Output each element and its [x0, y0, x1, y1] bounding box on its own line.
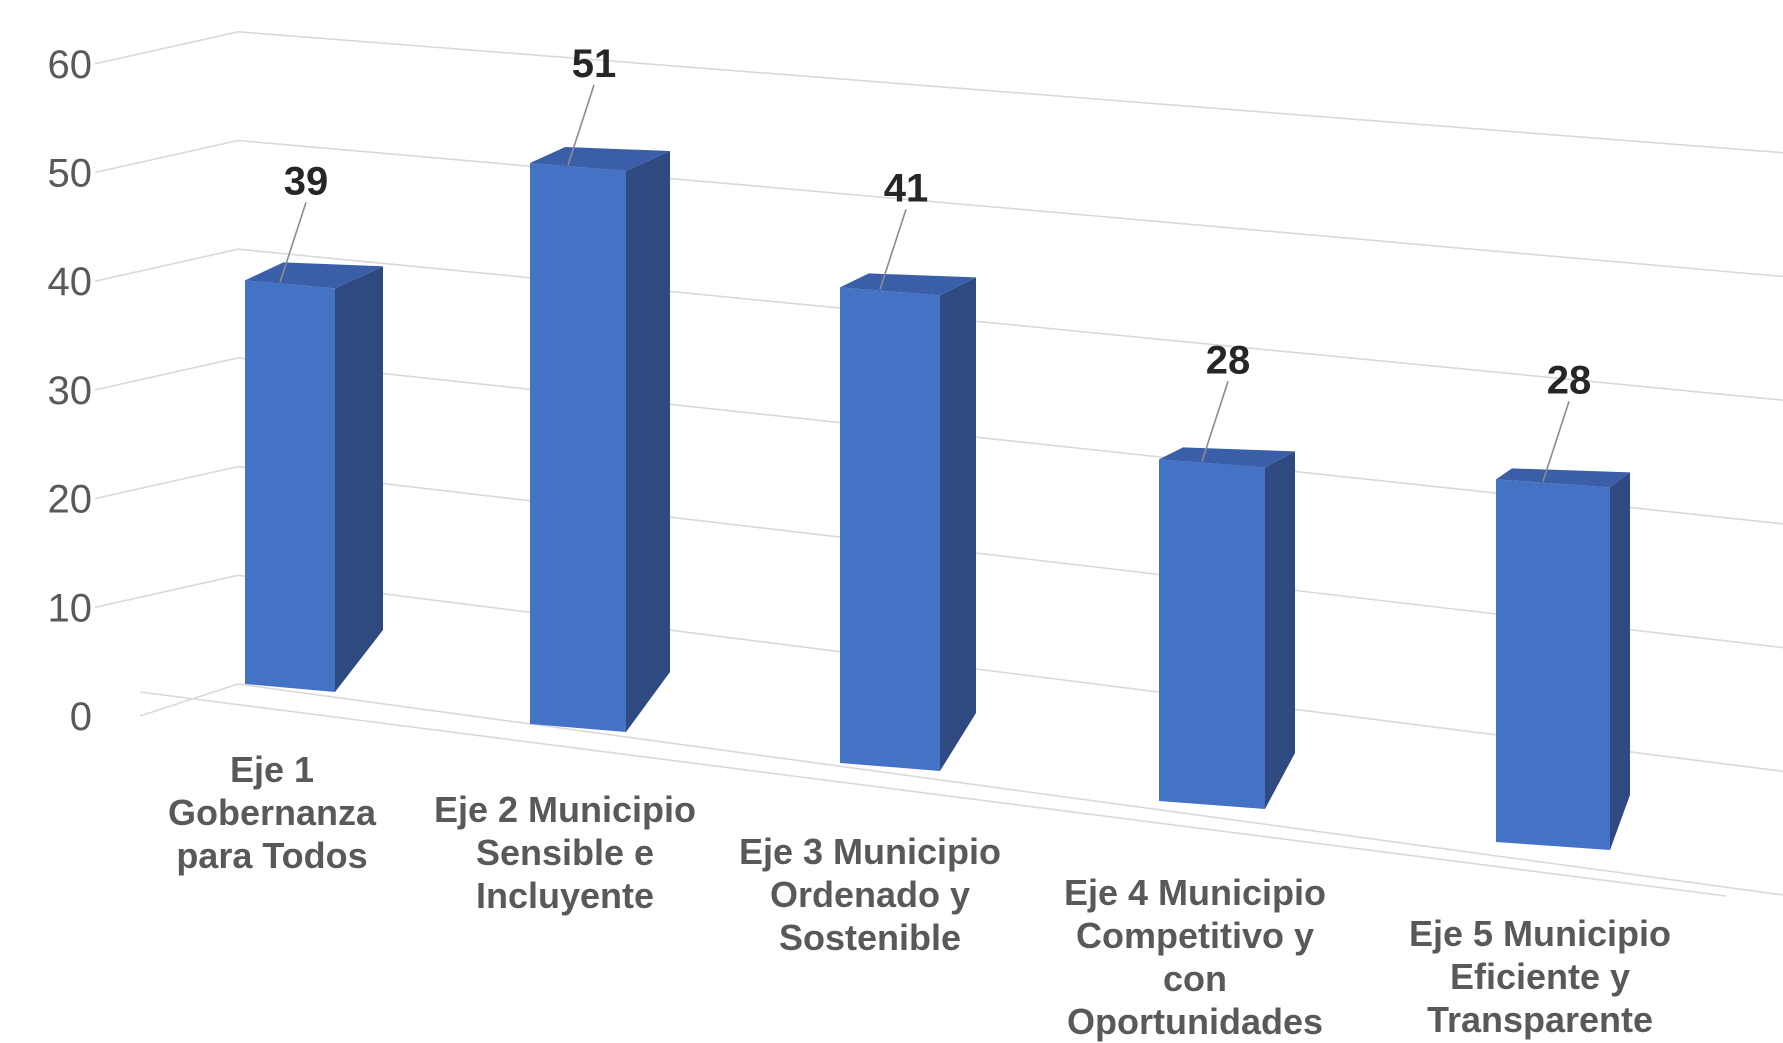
category-label: Eje 1 Gobernanza para Todos	[167, 749, 377, 876]
data-label-leader	[1201, 381, 1229, 462]
back-gridline	[237, 248, 1783, 401]
back-gridline	[237, 139, 1783, 278]
side-gridline	[139, 683, 239, 717]
data-label-leader	[1542, 401, 1570, 482]
bar-side	[626, 151, 670, 732]
y-tick-label: 50	[48, 152, 93, 196]
side-gridline	[94, 465, 239, 500]
data-label: 39	[284, 159, 329, 203]
data-label: 41	[884, 166, 929, 210]
floor-front-edge	[139, 691, 1727, 897]
side-gridline	[94, 139, 239, 174]
bar-front	[530, 163, 626, 732]
bar-side	[1610, 472, 1630, 850]
bar-side	[1265, 451, 1295, 809]
y-tick-label: 30	[48, 369, 93, 413]
category-label: Eje 2 Municipio Sensible e Incluyente	[433, 789, 697, 916]
y-tick-label: 40	[48, 260, 93, 304]
category-label: Eje 3 Municipio Ordenado y Sostenible	[738, 831, 1002, 958]
y-tick-label: 0	[70, 695, 92, 739]
y-tick-label: 60	[48, 43, 93, 87]
bar-front	[840, 287, 940, 771]
bar-top	[840, 273, 976, 296]
bar-top	[530, 147, 670, 171]
side-gridline	[94, 248, 239, 282]
bar-front	[1159, 459, 1265, 809]
y-axis-ticks: 0 10 20 30 40 50 60	[48, 43, 93, 739]
data-label: 28	[1547, 358, 1592, 402]
bar-front	[1496, 479, 1610, 850]
y-tick-label: 10	[48, 586, 93, 630]
back-gridline	[237, 683, 1783, 896]
data-label: 51	[572, 42, 617, 86]
data-label-leader	[879, 209, 907, 290]
back-gridline	[237, 31, 1783, 154]
data-labels: 39 51 41 28 28	[279, 42, 1592, 482]
category-label: Eje 4 Municipio Competitivo y con Oportu…	[1063, 872, 1327, 1042]
bar-front	[245, 280, 335, 692]
bar-top	[1496, 468, 1630, 488]
category-label: Eje 5 Municipio Eficiente y Transparente	[1408, 913, 1672, 1040]
data-label-leader	[567, 84, 595, 166]
y-tick-label: 20	[48, 478, 93, 522]
side-gridline	[94, 357, 239, 391]
data-label: 28	[1206, 338, 1251, 382]
bar-side	[335, 266, 383, 692]
gridlines	[94, 31, 1783, 897]
side-gridline	[94, 574, 239, 609]
side-gridline	[94, 31, 239, 65]
bar-top	[1159, 447, 1295, 468]
bar-side	[940, 277, 976, 771]
data-label-leader	[279, 202, 307, 283]
bars	[245, 147, 1630, 850]
